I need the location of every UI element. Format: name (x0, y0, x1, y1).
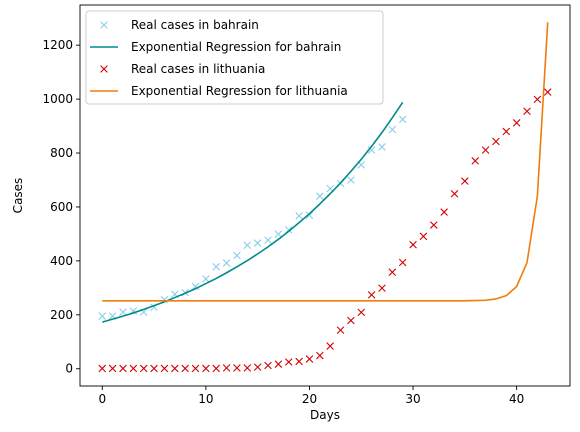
x-tick-label-1: 10 (198, 392, 213, 406)
data-point-2-32 (429, 221, 438, 229)
data-point-0-9 (191, 282, 200, 291)
data-point-0-20 (305, 211, 314, 220)
data-point-0-12 (222, 259, 231, 267)
data-point-2-8 (181, 364, 189, 373)
data-point-2-30 (409, 240, 417, 249)
x-tick-label-4: 40 (509, 392, 524, 406)
y-tick-label-6: 1200 (42, 38, 73, 52)
x-tick-label-3: 30 (405, 392, 420, 406)
data-point-0-16 (264, 236, 272, 244)
x-tick-label-2: 20 (302, 392, 317, 406)
data-point-2-12 (222, 364, 231, 372)
y-tick-label-4: 800 (50, 146, 73, 160)
data-point-2-13 (233, 364, 241, 372)
legend: Real cases in bahrain Exponential Regress… (85, 10, 384, 105)
data-point-0-13 (233, 251, 241, 260)
data-point-2-24 (347, 316, 355, 325)
data-point-0-21 (316, 192, 324, 200)
data-point-2-38 (492, 137, 500, 146)
y-tick-label-3: 600 (50, 200, 73, 214)
data-point-2-19 (295, 357, 303, 366)
y-tick-label-5: 1000 (42, 92, 73, 106)
axes-frame (79, 4, 571, 387)
data-point-2-16 (264, 361, 272, 370)
x-axis-label: Days (310, 408, 340, 422)
data-point-0-26 (367, 146, 376, 154)
data-point-0-11 (212, 263, 221, 271)
data-point-2-14 (243, 364, 252, 372)
data-point-2-20 (305, 355, 314, 363)
legend-label-3: Exponential Regression for lithuania (131, 84, 348, 98)
data-point-0-17 (274, 230, 283, 238)
data-point-2-9 (191, 364, 200, 373)
data-point-0-14 (243, 241, 252, 250)
data-point-2-10 (202, 364, 210, 373)
data-point-2-42 (533, 95, 542, 104)
legend-marker-swatch-2 (100, 65, 108, 73)
data-point-2-36 (471, 157, 479, 165)
y-tick-label-0: 0 (65, 362, 73, 376)
data-point-2-27 (378, 284, 386, 292)
y-tick-label-2: 400 (50, 254, 73, 268)
plot-area (98, 22, 552, 373)
data-point-0-19 (295, 212, 303, 220)
data-point-2-43 (543, 88, 552, 96)
data-point-2-6 (160, 364, 169, 373)
data-point-2-4 (139, 364, 148, 373)
data-point-2-26 (367, 291, 376, 299)
data-point-2-37 (481, 146, 490, 154)
data-point-2-17 (274, 360, 283, 368)
data-point-2-21 (316, 351, 324, 360)
data-point-0-10 (202, 275, 210, 283)
data-point-2-33 (440, 208, 448, 216)
data-point-2-1 (108, 364, 117, 373)
data-point-0-24 (347, 176, 355, 184)
data-point-2-40 (512, 119, 521, 127)
legend-label-1: Exponential Regression for bahrain (131, 40, 341, 54)
data-point-2-3 (129, 364, 138, 373)
data-point-2-35 (461, 177, 469, 185)
data-point-0-27 (378, 143, 386, 151)
legend-marker-swatch-0 (100, 21, 108, 29)
data-point-2-31 (419, 232, 428, 241)
data-point-0-15 (253, 239, 262, 247)
x-tick-label-0: 0 (98, 392, 106, 406)
data-point-2-25 (357, 308, 366, 317)
legend-box (85, 10, 384, 105)
data-point-2-29 (398, 258, 407, 267)
plot-layer (98, 22, 552, 373)
y-axis-label: Cases (11, 178, 25, 214)
data-point-2-2 (119, 364, 127, 373)
series-line-1 (102, 101, 404, 323)
data-point-2-15 (253, 363, 262, 371)
data-point-0-0 (98, 312, 107, 320)
data-point-2-22 (326, 342, 334, 350)
data-point-2-28 (388, 268, 397, 277)
data-point-2-7 (171, 364, 179, 373)
y-tick-label-1: 200 (50, 308, 73, 322)
data-point-0-28 (388, 125, 397, 134)
data-point-2-23 (336, 326, 345, 334)
data-point-2-34 (450, 189, 459, 198)
data-point-2-0 (98, 364, 107, 373)
legend-label-2: Real cases in lithuania (131, 62, 265, 76)
data-point-2-5 (150, 364, 158, 373)
data-point-2-39 (502, 127, 511, 136)
legend-label-0: Real cases in bahrain (131, 18, 259, 32)
series-line-3 (102, 22, 549, 302)
data-point-2-18 (284, 358, 293, 366)
data-point-0-29 (398, 115, 407, 124)
data-point-2-41 (523, 107, 531, 116)
data-point-2-11 (212, 364, 221, 373)
data-point-0-2 (119, 308, 127, 316)
